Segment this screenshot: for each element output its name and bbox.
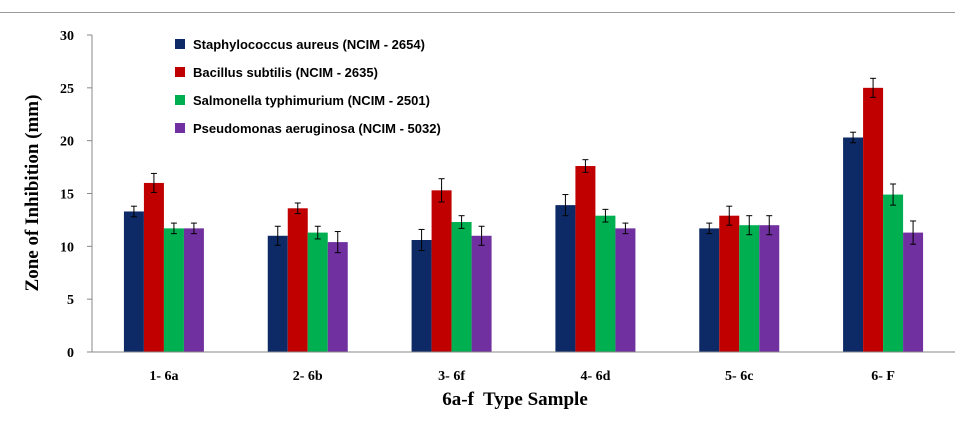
- y-tick-label: 10: [60, 240, 74, 255]
- bar: [883, 194, 904, 352]
- legend-label: Pseudomonas aeruginosa (NCIM - 5032): [193, 121, 441, 136]
- y-tick-label: 5: [67, 293, 74, 308]
- bar: [451, 222, 472, 352]
- x-axis-title: 6a-f Type Sample: [442, 389, 588, 410]
- y-tick-label: 15: [60, 188, 74, 203]
- bar: [287, 208, 308, 352]
- x-tick-label: 3- 6f: [438, 369, 465, 384]
- bar: [411, 239, 432, 352]
- bar: [307, 232, 328, 352]
- bar: [471, 235, 492, 352]
- bar: [595, 215, 616, 352]
- legend-swatch: [175, 123, 185, 133]
- bar: [719, 215, 740, 352]
- x-tick-label: 4- 6d: [580, 369, 610, 384]
- y-tick-label: 25: [60, 82, 74, 97]
- bar: [759, 225, 780, 352]
- legend-label: Salmonella typhimurium (NCIM - 2501): [193, 93, 430, 108]
- y-axis-title: Zone of Inhibition (mm): [22, 95, 43, 292]
- bar: [183, 228, 204, 352]
- bar: [739, 225, 760, 352]
- bar: [327, 242, 348, 352]
- legend: Staphylococcus aureus (NCIM - 2654) Bacil…: [175, 37, 441, 136]
- y-tick-label: 20: [60, 135, 74, 150]
- bar: [615, 228, 636, 352]
- y-tick-label: 30: [60, 29, 74, 44]
- bar: [143, 182, 164, 352]
- bar: [431, 190, 452, 352]
- axes-layer: 1- 6a 2- 6b 3- 6f 4- 6d 5- 6c 6- F 0 5 10 15 20 25 3…: [60, 29, 955, 384]
- legend-swatch: [175, 67, 185, 77]
- x-tick-label: 1- 6a: [149, 369, 178, 384]
- bar: [575, 166, 596, 352]
- top-divider: [0, 12, 955, 13]
- x-tick-label: 6- F: [871, 369, 895, 384]
- bar: [843, 137, 864, 352]
- bar: [555, 205, 576, 352]
- bar: [267, 235, 288, 352]
- bar: [903, 232, 924, 352]
- bar: [863, 87, 884, 352]
- legend-swatch: [175, 39, 185, 49]
- bar: [699, 228, 720, 352]
- y-tick-label: 0: [67, 346, 74, 361]
- x-tick-label: 2- 6b: [293, 369, 323, 384]
- bar: [163, 228, 184, 352]
- x-tick-label: 5- 6c: [725, 369, 753, 384]
- legend-label: Bacillus subtilis (NCIM - 2635): [193, 65, 378, 80]
- bars-layer: [123, 77, 924, 352]
- legend-swatch: [175, 95, 185, 105]
- legend-label: Staphylococcus aureus (NCIM - 2654): [193, 37, 425, 52]
- bar: [123, 211, 144, 352]
